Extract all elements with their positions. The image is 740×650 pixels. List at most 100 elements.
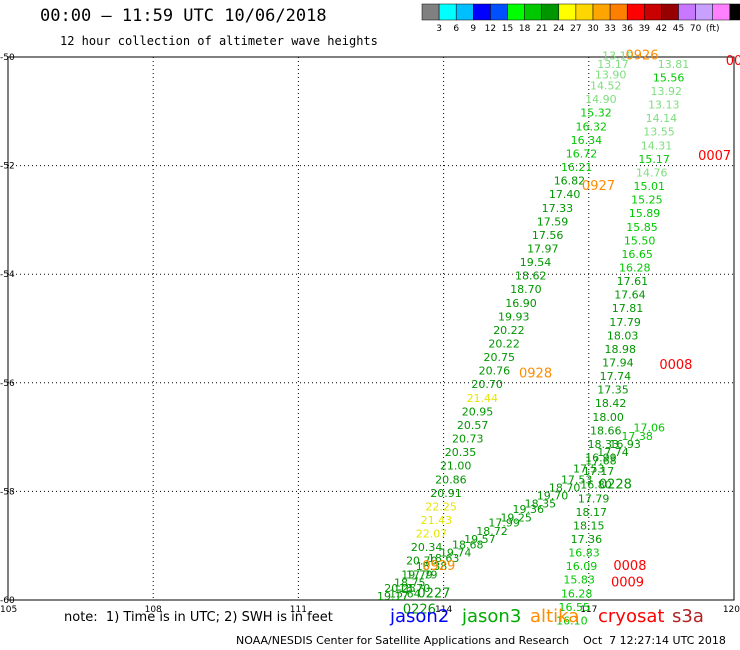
- wave-height-label: 20.22: [488, 338, 520, 351]
- scale-swatch: [644, 3, 662, 21]
- scale-swatch: [661, 3, 679, 21]
- wave-height-label: 16.28: [561, 587, 593, 600]
- wave-height-label: 17.06: [634, 422, 666, 435]
- scale-tick-label: 18: [519, 24, 531, 34]
- wave-height-label: 15.64: [389, 587, 421, 600]
- wave-height-label: 13.17: [597, 58, 629, 71]
- wave-height-label: 17.17: [583, 465, 615, 478]
- scale-swatch: [558, 3, 577, 21]
- y-tick-label: -58: [0, 487, 15, 497]
- wave-height-label: 13.92: [650, 85, 682, 98]
- footer-credit: NOAA/NESDIS Center for Satellite Applica…: [236, 634, 726, 647]
- pass-time-label: 00: [726, 54, 740, 69]
- scale-swatch: [490, 3, 508, 21]
- wave-height-label: 20.34: [411, 541, 443, 554]
- pass-time-label: 0927: [582, 179, 615, 194]
- wave-height-label: 16.72: [566, 147, 598, 160]
- x-tick-label: 114: [435, 605, 452, 615]
- scale-tick-label: 24: [553, 24, 565, 34]
- legend-cryosat: cryosat: [598, 606, 665, 627]
- wave-height-label: 16.99: [585, 452, 617, 465]
- wave-height-label: 15.01: [634, 180, 666, 193]
- pass-time-label: 0007: [698, 149, 731, 164]
- wave-height-label: 19.93: [498, 310, 530, 323]
- pass-time-label: 0928: [519, 366, 552, 381]
- wave-height-label: 17.74: [600, 370, 632, 383]
- wave-height-label: 17.40: [549, 188, 581, 201]
- wave-height-label: 19.25: [500, 511, 532, 524]
- scale-swatch: [507, 3, 525, 21]
- wave-height-label: 19.17: [377, 590, 409, 603]
- legend-altika: altika: [530, 606, 580, 627]
- wave-height-label: 19.36: [513, 503, 545, 516]
- pass-time-label: 0008: [659, 358, 692, 373]
- scale-swatch: [455, 3, 474, 21]
- wave-height-label: 18.03: [607, 329, 639, 342]
- scale-swatch: [541, 3, 560, 21]
- wave-height-label: 14.76: [636, 166, 668, 179]
- wave-height-label: 20.35: [445, 446, 477, 459]
- wave-height-label: 20.91: [430, 487, 462, 500]
- scale-tick-label: 33: [604, 24, 615, 34]
- wave-height-label: 17.74: [597, 446, 629, 459]
- pass-time-label: 0926: [625, 49, 658, 64]
- wave-height-label: 16.09: [566, 560, 598, 573]
- x-tick-label: 108: [145, 605, 162, 615]
- wave-height-label: 17.53: [561, 473, 593, 486]
- pass-time-label: 0929: [422, 559, 455, 574]
- wave-height-label: 15.83: [563, 574, 595, 587]
- wave-height-label: 13.90: [595, 69, 627, 82]
- note-text: note: 1) Time is in UTC; 2) SWH is in fe…: [64, 610, 333, 625]
- wave-height-label: 16.83: [568, 547, 600, 560]
- wave-height-label: 17.59: [537, 215, 569, 228]
- wave-height-label: 19.57: [464, 533, 496, 546]
- wave-height-label: 13.13: [648, 99, 680, 112]
- wave-height-label: 15.85: [626, 221, 658, 234]
- wave-height-label: 17.64: [614, 289, 646, 302]
- y-tick-label: -52: [0, 162, 15, 172]
- wave-height-label: 17.53: [573, 462, 605, 475]
- wave-height-label: 18.70: [399, 582, 431, 595]
- wave-height-label: 20.70: [471, 378, 503, 391]
- scale-tick-label: 27: [570, 24, 581, 34]
- scale-swatch: [609, 3, 628, 21]
- scale-tick-label: 45: [673, 24, 684, 34]
- wave-height-label: 21.43: [421, 514, 453, 527]
- wave-height-label: 17.94: [602, 357, 634, 370]
- wave-height-label: 20.25: [384, 582, 416, 595]
- wave-height-label: 15.17: [638, 153, 670, 166]
- wave-height-label: 18.63: [428, 552, 460, 565]
- x-tick-label: 111: [290, 605, 307, 615]
- pass-time-label: 0009: [611, 575, 644, 590]
- scale-swatch: [438, 3, 457, 21]
- scale-tick-label: 3: [436, 24, 442, 34]
- wave-height-label: 17.61: [617, 275, 649, 288]
- wave-height-label: 16.21: [561, 161, 593, 174]
- scale-tick-label: (ft): [706, 24, 720, 34]
- wave-height-label: 16.65: [621, 248, 653, 261]
- pass-time-label: 0008: [613, 559, 646, 574]
- wave-height-label: 20.70: [406, 555, 438, 568]
- wave-height-label: 17.97: [527, 242, 559, 255]
- wave-height-label: 18.68: [452, 538, 484, 551]
- chart-subtitle: 12 hour collection of altimeter wave hei…: [60, 34, 378, 48]
- scale-swatch: [473, 3, 491, 21]
- wave-height-label: 18.66: [590, 424, 622, 437]
- plot-frame: [7, 56, 735, 601]
- scale-tick-label: 39: [639, 24, 651, 34]
- wave-height-label: 16.80: [580, 479, 612, 492]
- wave-height-label: 22.07: [416, 528, 448, 541]
- wave-height-label: 19.74: [440, 547, 472, 560]
- wave-height-label: 18.38: [416, 560, 448, 573]
- wave-height-label: 20.86: [435, 473, 467, 486]
- legend-jason3: jason3: [462, 606, 522, 627]
- wave-height-label: 17.99: [488, 517, 520, 530]
- wave-height-label: 16.10: [556, 614, 588, 627]
- wave-height-label: 13.81: [658, 58, 690, 71]
- legend-jason2: jason2: [390, 606, 450, 627]
- wave-height-label: 18.72: [476, 525, 508, 538]
- wave-height-label: 17.79: [609, 316, 641, 329]
- pass-time-label: 0228: [599, 478, 632, 493]
- scale-swatch: [626, 3, 645, 21]
